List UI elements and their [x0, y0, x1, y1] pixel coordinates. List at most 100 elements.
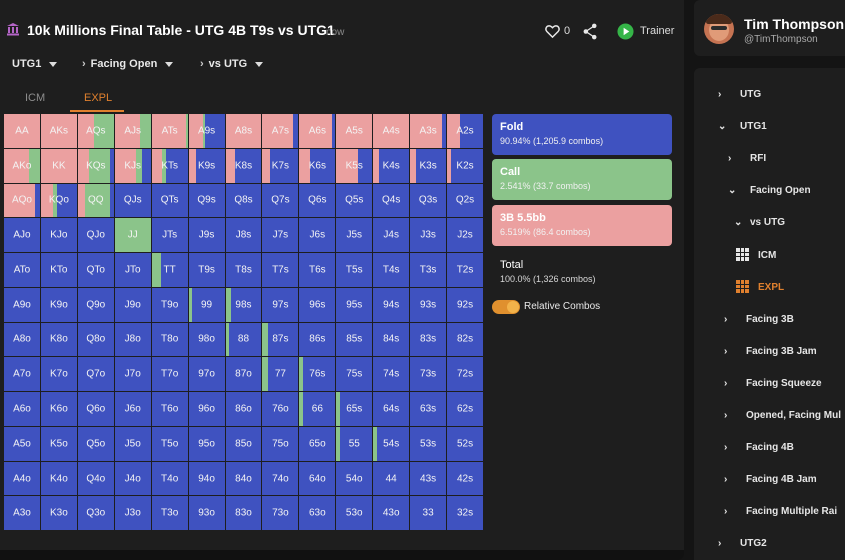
hand-cell[interactable]: 87s: [262, 322, 299, 357]
hand-cell[interactable]: JTo: [114, 253, 151, 287]
hand-cell[interactable]: Q8o: [77, 322, 114, 357]
hand-cell[interactable]: 93s: [410, 287, 447, 322]
hand-cell[interactable]: T8o: [151, 322, 188, 357]
profile-card[interactable]: Tim Thompson @TimThompson: [694, 0, 845, 56]
hand-cell[interactable]: 85s: [336, 322, 373, 357]
hand-cell[interactable]: K2s: [447, 148, 483, 183]
hand-cell[interactable]: 94o: [188, 461, 225, 496]
hand-cell[interactable]: JJ: [114, 218, 151, 253]
hand-cell[interactable]: 42s: [447, 461, 483, 496]
hand-cell[interactable]: A9o: [4, 287, 40, 322]
hand-cell[interactable]: 95o: [188, 426, 225, 461]
hand-cell[interactable]: KK: [40, 148, 77, 183]
hand-cell[interactable]: Q5s: [336, 183, 373, 218]
hand-cell[interactable]: AQs: [77, 114, 114, 148]
hand-cell[interactable]: J9o: [114, 287, 151, 322]
hand-cell[interactable]: A6s: [299, 114, 336, 148]
hand-cell[interactable]: T5o: [151, 426, 188, 461]
hand-cell[interactable]: K4s: [373, 148, 410, 183]
hand-cell[interactable]: 88: [225, 322, 262, 357]
hand-cell[interactable]: A3s: [410, 114, 447, 148]
hand-cell[interactable]: K5s: [336, 148, 373, 183]
hand-cell[interactable]: Q9o: [77, 287, 114, 322]
hand-cell[interactable]: AKs: [40, 114, 77, 148]
heart-icon[interactable]: [545, 24, 560, 39]
hand-cell[interactable]: A7o: [4, 357, 40, 392]
hand-cell[interactable]: T9s: [188, 253, 225, 287]
hand-cell[interactable]: J3s: [410, 218, 447, 253]
hand-cell[interactable]: KQs: [77, 148, 114, 183]
hand-cell[interactable]: KTs: [151, 148, 188, 183]
hand-cell[interactable]: 53o: [336, 496, 373, 531]
legend-3bet[interactable]: 3B 5.5bb 6.519% (86.4 combos): [492, 205, 672, 246]
hand-cell[interactable]: 86s: [299, 322, 336, 357]
hand-cell[interactable]: 76o: [262, 392, 299, 426]
hand-cell[interactable]: A8o: [4, 322, 40, 357]
hand-cell[interactable]: 55: [336, 426, 373, 461]
hand-cell[interactable]: 73s: [410, 357, 447, 392]
hand-cell[interactable]: 52s: [447, 426, 483, 461]
hand-cell[interactable]: J9s: [188, 218, 225, 253]
play-icon[interactable]: [617, 23, 634, 40]
hand-cell[interactable]: 74o: [262, 461, 299, 496]
breadcrumb-vs[interactable]: › vs UTG: [200, 58, 264, 70]
hand-cell[interactable]: T4o: [151, 461, 188, 496]
hand-cell[interactable]: 75o: [262, 426, 299, 461]
hand-cell[interactable]: T5s: [336, 253, 373, 287]
hand-cell[interactable]: A2s: [447, 114, 483, 148]
hand-cell[interactable]: 73o: [262, 496, 299, 531]
hand-cell[interactable]: K8o: [40, 322, 77, 357]
hand-cell[interactable]: J7s: [262, 218, 299, 253]
hand-cell[interactable]: A7s: [262, 114, 299, 148]
hand-cell[interactable]: ATo: [4, 253, 40, 287]
hand-cell[interactable]: 97s: [262, 287, 299, 322]
hand-cell[interactable]: KJo: [40, 218, 77, 253]
hand-cell[interactable]: KTo: [40, 253, 77, 287]
hand-cell[interactable]: Q4s: [373, 183, 410, 218]
hand-cell[interactable]: 33: [410, 496, 447, 531]
hand-cell[interactable]: K3o: [40, 496, 77, 531]
hand-cell[interactable]: 85o: [225, 426, 262, 461]
hand-cell[interactable]: 63s: [410, 392, 447, 426]
hand-cell[interactable]: J7o: [114, 357, 151, 392]
hand-cell[interactable]: Q7o: [77, 357, 114, 392]
hand-cell[interactable]: 96o: [188, 392, 225, 426]
hand-cell[interactable]: AA: [4, 114, 40, 148]
hand-cell[interactable]: 94s: [373, 287, 410, 322]
hand-cell[interactable]: 83s: [410, 322, 447, 357]
share-icon[interactable]: [583, 23, 598, 40]
hand-cell[interactable]: 44: [373, 461, 410, 496]
hand-cell[interactable]: K7o: [40, 357, 77, 392]
breadcrumb-position[interactable]: UTG1: [12, 58, 58, 70]
hand-cell[interactable]: 96s: [299, 287, 336, 322]
tab-icm[interactable]: ICM: [25, 92, 46, 104]
hand-cell[interactable]: AQo: [4, 183, 40, 218]
hand-cell[interactable]: 54o: [336, 461, 373, 496]
hand-cell[interactable]: A4s: [373, 114, 410, 148]
hand-cell[interactable]: J8o: [114, 322, 151, 357]
hand-cell[interactable]: 54s: [373, 426, 410, 461]
hand-cell[interactable]: QJs: [114, 183, 151, 218]
hand-cell[interactable]: A5o: [4, 426, 40, 461]
hand-cell[interactable]: KQo: [40, 183, 77, 218]
hand-cell[interactable]: 82s: [447, 322, 483, 357]
hand-cell[interactable]: 65s: [336, 392, 373, 426]
hand-cell[interactable]: 95s: [336, 287, 373, 322]
hand-cell[interactable]: 98s: [225, 287, 262, 322]
hand-cell[interactable]: J6s: [299, 218, 336, 253]
hand-cell[interactable]: K7s: [262, 148, 299, 183]
hand-cell[interactable]: K4o: [40, 461, 77, 496]
hand-cell[interactable]: Q5o: [77, 426, 114, 461]
hand-cell[interactable]: A3o: [4, 496, 40, 531]
hand-cell[interactable]: 74s: [373, 357, 410, 392]
tab-expl[interactable]: EXPL: [84, 92, 113, 104]
hand-cell[interactable]: 43o: [373, 496, 410, 531]
hand-cell[interactable]: J3o: [114, 496, 151, 531]
hand-cell[interactable]: K8s: [225, 148, 262, 183]
hand-cell[interactable]: KJs: [114, 148, 151, 183]
relative-combos-toggle[interactable]: [492, 300, 520, 314]
hand-cell[interactable]: K5o: [40, 426, 77, 461]
hand-cell[interactable]: 72s: [447, 357, 483, 392]
hand-cell[interactable]: 66: [299, 392, 336, 426]
hand-cell[interactable]: JTs: [151, 218, 188, 253]
